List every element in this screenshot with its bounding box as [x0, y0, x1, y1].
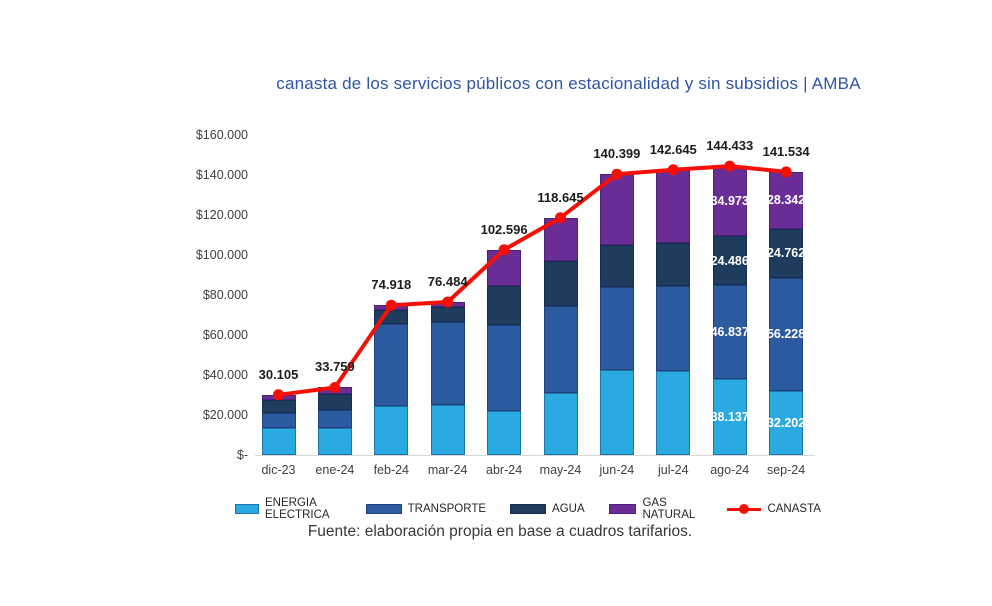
chart-legend: ENERGIA ELECTRICA TRANSPORTE AGUA GAS NATUR…: [235, 497, 821, 521]
canasta-total-label: 118.645: [537, 189, 584, 205]
x-axis-label: jul-24: [658, 463, 689, 477]
canasta-total-label: 74.918: [371, 277, 412, 293]
bar-segment-label: 56.228: [766, 327, 806, 342]
x-axis-label: abr-24: [486, 463, 523, 477]
y-axis-tick: $60.000: [202, 328, 248, 342]
bar-segment-transporte: [430, 322, 465, 405]
legend-label: CANASTA: [767, 503, 821, 515]
bar-segment-gas-natural: [317, 387, 352, 395]
x-axis-label: dic-23: [261, 463, 296, 477]
bar-segment-gas-natural: [374, 305, 409, 310]
bar-segment-agua: [317, 394, 352, 410]
bar-segment-label: 24.486: [710, 253, 749, 268]
y-axis-tick: $40.000: [202, 368, 248, 382]
x-axis-label: may-24: [539, 463, 582, 477]
bar-segment-gas-natural: [599, 174, 634, 245]
bar-segment-agua: [543, 261, 578, 306]
y-axis-tick: $80.000: [202, 288, 248, 302]
bar-segment-transporte: [543, 306, 578, 393]
x-axis-label: mar-24: [427, 463, 468, 477]
bar-segment-energia-electrica: [317, 427, 352, 455]
x-axis-line: [255, 455, 815, 456]
bar-segment-label: 34.973: [710, 194, 749, 209]
legend-swatch-transporte: [365, 504, 402, 514]
canasta-dot-sample: [739, 504, 750, 514]
bar-segment-agua: [656, 243, 691, 286]
legend-swatch-gas-natural: [608, 504, 637, 514]
bar-segment-label: 46.837: [710, 324, 749, 339]
legend-item-transporte: TRANSPORTE: [365, 503, 487, 515]
bar-segment-energia-electrica: [430, 405, 465, 455]
legend-label: AGUA: [552, 503, 585, 515]
legend-label: ENERGIA ELECTRICA: [265, 497, 330, 521]
y-axis-tick: $120.000: [195, 208, 248, 222]
x-axis-label: feb-24: [373, 463, 410, 477]
canasta-total-label: 33.759: [315, 359, 355, 375]
bar-segment-agua: [599, 245, 634, 287]
bar-segment-label: 28.342: [766, 193, 806, 208]
bar-segment-gas-natural: [656, 169, 691, 243]
bar-segment-transporte: [317, 410, 352, 428]
legend-label: TRANSPORTE: [407, 503, 487, 515]
bar-segment-gas-natural: [543, 217, 578, 261]
legend-label: GAS NATURAL: [642, 497, 696, 521]
bar-segment-transporte: [656, 286, 691, 371]
canasta-total-label: 30.105: [258, 366, 299, 382]
legend-item-agua: AGUA: [510, 503, 585, 515]
legend-swatch-agua: [510, 504, 547, 514]
legend-item-gas-natural: GAS NATURAL: [608, 497, 704, 521]
bar-segment-agua: [487, 286, 522, 325]
source-note: Fuente: elaboración propia en base a cua…: [307, 523, 693, 540]
x-axis-label: ene-24: [315, 463, 355, 477]
legend-swatch-canasta: [727, 503, 762, 515]
bar-segment-energia-electrica: [599, 370, 634, 455]
y-axis-tick: $160.000: [195, 128, 248, 142]
x-axis-label: sep-24: [766, 463, 806, 477]
bar-segment-energia-electrica: [487, 411, 522, 455]
bar-segment-label: 32.202: [766, 415, 806, 430]
bar-segment-energia-electrica: [656, 371, 691, 455]
bar-segment-label: 24.762: [766, 246, 806, 261]
y-axis-tick: $100.000: [195, 248, 248, 262]
chart-title: canasta de los servicios públicos con es…: [276, 74, 861, 93]
canasta-total-label: 142.645: [649, 141, 697, 157]
y-axis-tick: $20.000: [202, 408, 248, 422]
canasta-total-label: 140.399: [593, 146, 641, 162]
bar-segment-transporte: [487, 325, 522, 411]
bar-segment-transporte: [599, 287, 634, 370]
bar-segment-energia-electrica: [543, 393, 578, 455]
bar-segment-energia-electrica: [261, 428, 296, 455]
bar-segment-gas-natural: [487, 249, 522, 287]
x-axis-label: ago-24: [710, 463, 750, 477]
canasta-total-label: 76.484: [427, 274, 468, 290]
bar-segment-agua: [261, 400, 296, 413]
x-axis-label: jun-24: [599, 463, 635, 477]
bar-segment-gas-natural: [430, 302, 465, 308]
bar-segment-transporte: [374, 324, 409, 406]
bar-segment-energia-electrica: [374, 406, 409, 455]
bar-segment-gas-natural: [261, 394, 296, 400]
legend-item-energia-electrica: ENERGIA ELECTRICA: [235, 497, 342, 521]
canasta-total-label: 141.534: [762, 143, 810, 159]
bar-segment-transporte: [261, 412, 296, 428]
canasta-total-label: 144.433: [706, 138, 754, 154]
y-axis-tick: $-: [236, 448, 248, 462]
y-axis-tick: $140.000: [195, 168, 248, 182]
bar-segment-label: 38.137: [710, 409, 749, 424]
bar-segment-agua: [374, 309, 409, 324]
canasta-total-label: 102.596: [480, 221, 528, 237]
legend-swatch-energia-electrica: [235, 504, 260, 514]
bar-segment-agua: [430, 307, 465, 322]
legend-item-canasta: CANASTA: [727, 503, 821, 515]
